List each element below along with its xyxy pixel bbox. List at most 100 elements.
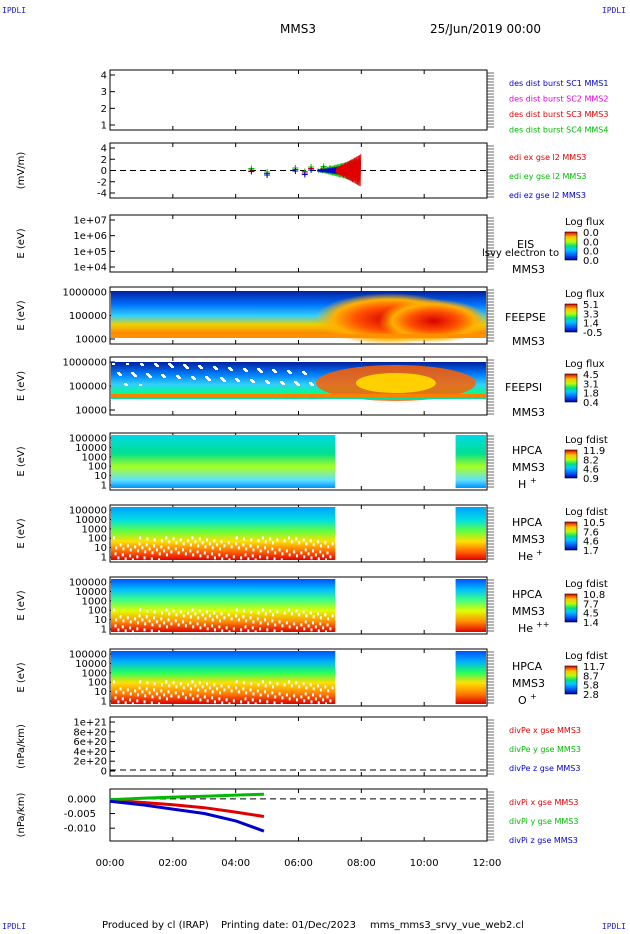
- hpca-sparse-pixel: [148, 619, 151, 623]
- colorbar-tick-label: 8.2: [583, 455, 599, 466]
- hpca-sparse-pixel: [281, 696, 284, 700]
- hpca-sparse-pixel: [259, 621, 262, 625]
- hpca-sparse-pixel: [145, 615, 148, 619]
- hpca-sparse-pixel: [136, 621, 139, 625]
- hpca-sparse-pixel: [276, 610, 279, 614]
- instrument-label: FEEPSI: [505, 381, 542, 394]
- hpca-sparse-pixel: [206, 627, 209, 631]
- hpca-sparse-pixel: [304, 692, 307, 696]
- hpca-sparse-pixel: [151, 695, 154, 699]
- legend-entry: des dist burst SC4 MMS4: [509, 126, 608, 135]
- species-label: He: [518, 550, 533, 563]
- hpca-sparse-pixel: [237, 546, 240, 550]
- colorbar-tick-label: 10.8: [583, 590, 605, 601]
- date-title: 25/Jun/2019 00:00: [430, 22, 542, 36]
- hpca-sparse-pixel: [312, 543, 315, 547]
- hpca-sparse-pixel: [305, 686, 308, 690]
- hpca-sparse-pixel: [143, 700, 146, 704]
- hpca-sparse-pixel: [319, 688, 322, 692]
- hpca-sparse-pixel: [204, 617, 207, 621]
- hpca-sparse-pixel: [163, 621, 166, 625]
- hpca-sparse-pixel: [326, 623, 329, 627]
- hpca-sparse-pixel: [329, 555, 332, 559]
- hpca-sparse-pixel: [310, 628, 313, 632]
- hpca-sparse-pixel: [232, 699, 235, 703]
- y-tick-label: 100: [88, 462, 107, 473]
- hpca-sparse-pixel: [131, 630, 134, 634]
- hpca-sparse-pixel: [165, 536, 168, 540]
- hpca-sparse-pixel: [331, 686, 334, 690]
- hpca-sparse-pixel: [160, 683, 163, 687]
- x-tick-label: 12:00: [473, 858, 502, 869]
- hpca-sparse-pixel: [317, 557, 320, 561]
- y-tick-label: 1: [101, 697, 107, 708]
- feepsi-gap: [250, 379, 253, 381]
- instrument-sub-label: MMS3: [512, 335, 545, 348]
- corner-label-bottom-right: IPDLI: [601, 922, 626, 931]
- hpca-sparse-pixel: [288, 625, 291, 629]
- hpca-sparse-pixel: [113, 536, 115, 540]
- legend-entry: des dist burst SC2 MMS2: [509, 95, 608, 104]
- hpca-sparse-pixel: [221, 629, 224, 633]
- hpca-sparse-pixel: [245, 547, 248, 551]
- hpca-sparse-pixel: [170, 550, 173, 554]
- legend-entry: divPi y gse MMS3: [509, 817, 578, 826]
- hpca-sparse-pixel: [264, 690, 267, 694]
- hpca-sparse-pixel: [138, 614, 141, 618]
- y-tick-label: 100000: [69, 434, 107, 445]
- hpca-sparse-pixel: [220, 540, 223, 544]
- hpca-sparse-pixel: [235, 686, 238, 690]
- colorbar-title: Log flux: [565, 289, 605, 300]
- hpca-sparse-pixel: [216, 543, 219, 547]
- colorbar: [564, 231, 578, 261]
- species-label: O: [518, 694, 527, 707]
- hpca-data-block: [111, 507, 336, 560]
- feepsi-band-orange: [111, 394, 486, 397]
- hpca-sparse-pixel: [324, 613, 327, 617]
- hpca-sparse-pixel: [259, 693, 262, 697]
- hpca-sparse-pixel: [309, 539, 312, 543]
- feepsi-gap: [243, 368, 246, 370]
- hpca-sparse-pixel: [184, 696, 187, 700]
- hpca-sparse-pixel: [141, 618, 144, 622]
- colorbar-tick-label: -0.5: [583, 328, 603, 339]
- hpca-sparse-pixel: [143, 628, 146, 632]
- hpca-sparse-pixel: [319, 694, 322, 698]
- hpca-sparse-pixel: [221, 557, 224, 561]
- hpca-sparse-pixel: [269, 609, 272, 613]
- hpca-sparse-pixel: [327, 689, 330, 693]
- charge-label: +: [530, 692, 537, 701]
- hpca-data-block: [455, 651, 486, 704]
- panel-frame: [109, 716, 488, 777]
- hpca-sparse-pixel: [136, 627, 139, 631]
- hpca-sparse-pixel: [204, 545, 207, 549]
- hpca-sparse-pixel: [278, 548, 281, 552]
- hpca-sparse-pixel: [208, 686, 211, 690]
- hpca-sparse-pixel: [151, 551, 154, 555]
- hpca-sparse-pixel: [194, 612, 197, 616]
- hpca-sparse-pixel: [155, 692, 158, 696]
- hpca-sparse-pixel: [227, 685, 230, 689]
- hpca-sparse-pixel: [309, 611, 312, 615]
- hpca-sparse-pixel: [314, 697, 317, 701]
- corner-label-top-right: IPDLI: [601, 6, 626, 15]
- y-tick-label: 100: [88, 534, 107, 545]
- hpca-sparse-pixel: [218, 697, 221, 701]
- hpca-sparse-pixel: [264, 540, 267, 544]
- hpca-sparse-pixel: [122, 691, 125, 695]
- hpca-sparse-pixel: [249, 616, 252, 620]
- y-tick-label: 2e+20: [73, 757, 107, 768]
- hpca-sparse-pixel: [155, 548, 158, 552]
- hpca-sparse-pixel: [201, 613, 204, 617]
- hpca-sparse-pixel: [325, 630, 327, 634]
- hpca-sparse-pixel: [172, 609, 175, 613]
- hpca-sparse-pixel: [254, 702, 257, 706]
- hpca-sparse-pixel: [182, 620, 185, 624]
- footer-printing-date: Printing date: 01/Dec/2023: [221, 920, 357, 931]
- hpca-sparse-pixel: [256, 545, 259, 549]
- hpca-sparse-pixel: [310, 700, 313, 704]
- hpca-sparse-pixel: [298, 541, 301, 545]
- hpca-sparse-pixel: [197, 688, 200, 692]
- colorbar-tick-label: 7.7: [583, 599, 599, 610]
- hpca-sparse-pixel: [326, 695, 329, 699]
